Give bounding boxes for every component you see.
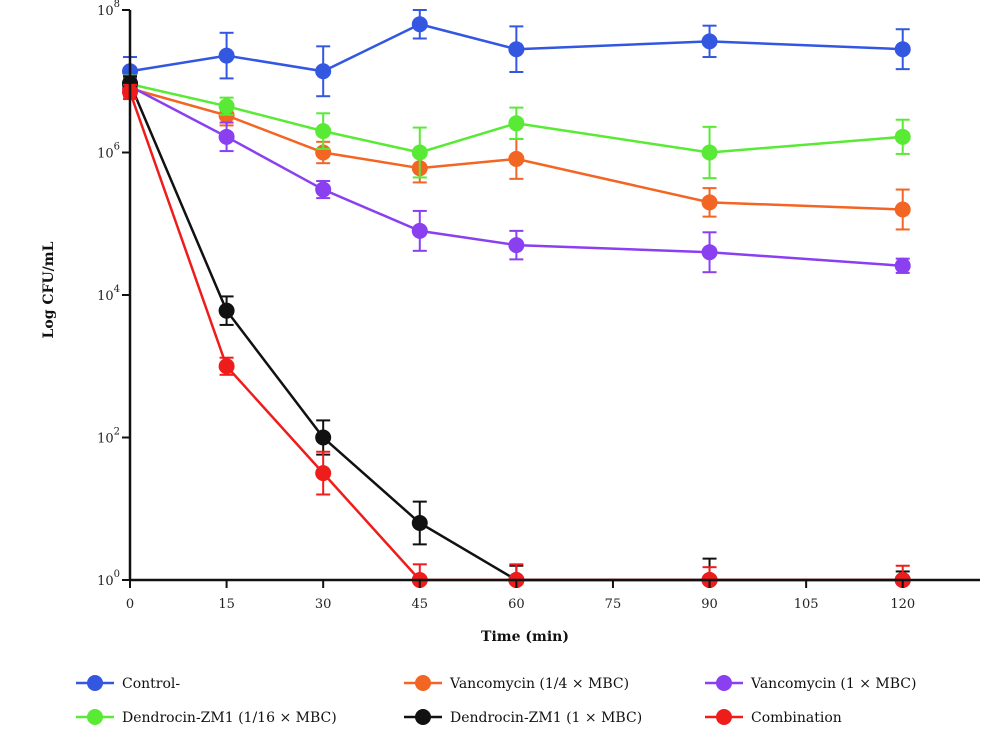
y-tick-label: 102 xyxy=(97,427,120,447)
x-tick-label: 120 xyxy=(890,597,915,612)
legend-item: Dendrocin-ZM1 (1/16 × MBC) xyxy=(76,709,337,726)
data-point xyxy=(218,128,235,145)
y-tick-label: 104 xyxy=(97,284,120,304)
data-point xyxy=(701,194,718,211)
data-point xyxy=(894,128,911,145)
x-tick-label: 45 xyxy=(411,597,428,612)
x-tick-label: 0 xyxy=(126,597,134,612)
x-tick-label: 30 xyxy=(315,597,332,612)
y-tick-label: 106 xyxy=(97,142,120,162)
x-axis-title: Time (min) xyxy=(481,629,569,645)
legend-label: Vancomycin (1 × MBC) xyxy=(750,676,916,692)
y-tick-label: 100 xyxy=(97,569,120,589)
legend: Control- Vancomycin (1/4 × MBC) Vancomycin… xyxy=(76,675,916,726)
data-point xyxy=(411,144,428,161)
y-axis-title: Log CFU/mL xyxy=(41,241,57,338)
data-point xyxy=(218,98,235,115)
data-point xyxy=(315,181,332,198)
legend-item: Vancomycin (1 × MBC) xyxy=(705,675,916,692)
legend-item: Dendrocin-ZM1 (1 × MBC) xyxy=(404,709,642,726)
data-point xyxy=(701,33,718,50)
x-tick-label: 75 xyxy=(605,597,622,612)
data-point xyxy=(218,358,235,375)
x-tick-label: 90 xyxy=(701,597,718,612)
plot-area xyxy=(122,9,911,588)
data-point xyxy=(411,16,428,33)
y-tick-label: 108 xyxy=(97,0,120,19)
data-point xyxy=(411,515,428,531)
legend-swatch-marker xyxy=(415,675,431,691)
data-point xyxy=(701,144,718,161)
legend-swatch-marker xyxy=(415,709,431,725)
data-point xyxy=(701,244,718,261)
legend-item: Vancomycin (1/4 × MBC) xyxy=(404,675,629,692)
legend-label: Dendrocin-ZM1 (1 × MBC) xyxy=(450,710,642,726)
legend-swatch-marker xyxy=(87,675,103,691)
data-point xyxy=(894,41,911,58)
legend-label: Vancomycin (1/4 × MBC) xyxy=(449,676,629,692)
legend-swatch-marker xyxy=(87,709,103,725)
data-point xyxy=(218,302,235,319)
legend-label: Dendrocin-ZM1 (1/16 × MBC) xyxy=(122,710,337,726)
legend-label: Combination xyxy=(751,710,842,726)
axes: 0 15 30 45 60 75 90 105 120 100 102 104 106 108 xyxy=(97,0,980,612)
data-point xyxy=(315,63,332,80)
x-tick-label: 60 xyxy=(508,597,525,612)
data-point xyxy=(315,465,332,482)
x-tick-label: 15 xyxy=(218,597,235,612)
data-point xyxy=(411,222,428,239)
legend-item: Combination xyxy=(705,709,842,726)
data-point xyxy=(894,257,911,274)
series-0 xyxy=(122,9,911,98)
legend-item: Control- xyxy=(76,675,180,692)
x-tick-label: 105 xyxy=(794,597,819,612)
data-point xyxy=(508,115,525,132)
data-point xyxy=(218,47,235,64)
legend-swatch-marker xyxy=(716,709,732,725)
series-1 xyxy=(122,78,911,231)
legend-swatch-marker xyxy=(716,675,732,691)
data-point xyxy=(508,150,525,167)
data-point xyxy=(894,201,911,218)
data-point xyxy=(508,41,525,58)
data-point xyxy=(315,123,332,140)
legend-label: Control- xyxy=(122,676,180,692)
data-point xyxy=(508,237,525,254)
data-point xyxy=(315,429,332,446)
